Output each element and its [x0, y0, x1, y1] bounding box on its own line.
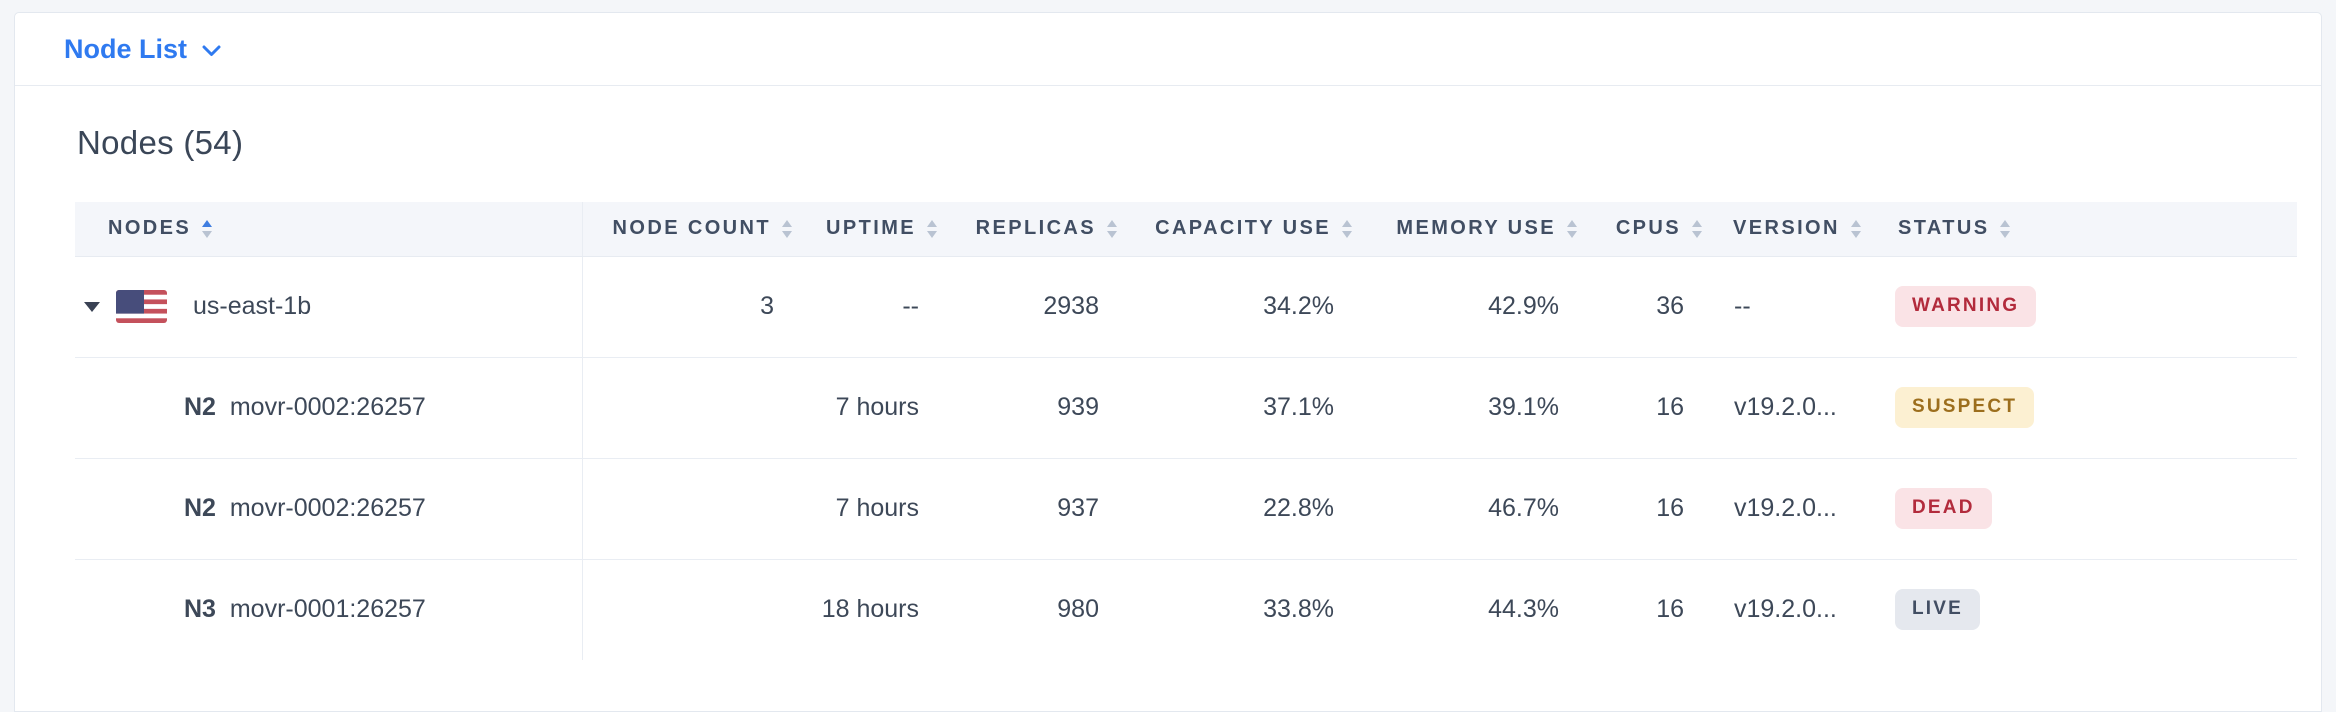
cell-memory-use: 39.1% — [1366, 357, 1591, 459]
sort-icon — [1692, 219, 1702, 238]
node-cell: N2 movr-0002:26257 — [75, 357, 583, 459]
cell-capacity-use: 33.8% — [1131, 559, 1366, 660]
column-header-replicas[interactable]: REPLICAS — [951, 202, 1131, 257]
cell-version: -- — [1716, 256, 1881, 358]
collapse-caret-icon[interactable] — [84, 301, 100, 312]
region-cell: us-east-1b — [75, 256, 583, 358]
cell-uptime: 7 hours — [806, 458, 951, 560]
sort-icon — [782, 219, 792, 238]
status-badge: SUSPECT — [1895, 387, 2035, 428]
cell-memory-use: 42.9% — [1366, 256, 1591, 358]
column-header-status[interactable]: STATUS — [1881, 202, 2297, 257]
region-name: us-east-1b — [193, 292, 312, 320]
cell-replicas: 937 — [951, 458, 1131, 560]
cell-replicas: 2938 — [951, 256, 1131, 358]
column-header-label: MEMORY USE — [1396, 217, 1556, 240]
cell-version: v19.2.0... — [1716, 559, 1881, 660]
cell-version: v19.2.0... — [1716, 458, 1881, 560]
cell-capacity-use: 22.8% — [1131, 458, 1366, 560]
sort-icon — [1850, 219, 1861, 238]
card-header: Node List — [15, 13, 2321, 86]
cell-cpus: 16 — [1591, 357, 1716, 459]
node-id: N2 — [184, 393, 223, 421]
table-row-node[interactable]: N2 movr-0002:26257 7 hours 939 37.1% 39.… — [75, 357, 2297, 459]
column-header-label: CAPACITY USE — [1155, 217, 1331, 240]
node-list-table: NODES NODE COUNT UPTIME — [75, 202, 2297, 660]
sort-icon — [1342, 219, 1352, 238]
node-cell: N3 movr-0001:26257 — [75, 559, 583, 660]
node-address: movr-0001:26257 — [229, 595, 426, 624]
cell-status: WARNING — [1881, 256, 2297, 358]
cell-uptime: 7 hours — [806, 357, 951, 459]
cell-replicas: 939 — [951, 357, 1131, 459]
node-list-dropdown[interactable]: Node List — [64, 34, 221, 65]
sort-icon — [2000, 219, 2011, 238]
node-list-card: Node List Nodes (54) NODES — [14, 12, 2322, 712]
chevron-down-icon — [202, 45, 221, 56]
column-header-label: STATUS — [1898, 217, 1990, 240]
cell-status: DEAD — [1881, 458, 2297, 560]
column-header-nodes[interactable]: NODES — [75, 202, 583, 257]
sort-icon — [927, 219, 937, 238]
cell-cpus: 16 — [1591, 458, 1716, 560]
cell-capacity-use: 34.2% — [1131, 256, 1366, 358]
cell-node-count — [582, 559, 806, 660]
us-flag-icon — [116, 290, 167, 323]
status-badge: DEAD — [1895, 488, 1992, 529]
column-header-capacity-use[interactable]: CAPACITY USE — [1131, 202, 1366, 257]
cell-uptime: -- — [806, 256, 951, 358]
table-row-region[interactable]: us-east-1b 3 -- 2938 34.2% 42.9% 36 -- W… — [75, 256, 2297, 358]
cell-uptime: 18 hours — [806, 559, 951, 660]
cell-cpus: 36 — [1591, 256, 1716, 358]
column-header-label: CPUS — [1615, 217, 1681, 240]
column-header-version[interactable]: VERSION — [1716, 202, 1881, 257]
table-header-row: NODES NODE COUNT UPTIME — [75, 202, 2297, 257]
column-header-label: UPTIME — [826, 217, 916, 240]
cell-status: SUSPECT — [1881, 357, 2297, 459]
cell-node-count — [582, 458, 806, 560]
column-header-label: NODES — [108, 217, 192, 240]
cell-memory-use: 44.3% — [1366, 559, 1591, 660]
table-row-node[interactable]: N2 movr-0002:26257 7 hours 937 22.8% 46.… — [75, 458, 2297, 560]
table-row-node[interactable]: N3 movr-0001:26257 18 hours 980 33.8% 44… — [75, 559, 2297, 660]
cell-node-count: 3 — [582, 256, 806, 358]
column-header-memory-use[interactable]: MEMORY USE — [1366, 202, 1591, 257]
column-header-label: REPLICAS — [975, 217, 1096, 240]
cell-status: LIVE — [1881, 559, 2297, 660]
cell-cpus: 16 — [1591, 559, 1716, 660]
cell-capacity-use: 37.1% — [1131, 357, 1366, 459]
column-header-uptime[interactable]: UPTIME — [806, 202, 951, 257]
sort-icon — [1107, 219, 1117, 238]
node-address: movr-0002:26257 — [229, 393, 426, 421]
page-title: Nodes (54) — [77, 124, 244, 161]
node-list-dropdown-label: Node List — [64, 33, 188, 64]
status-badge: WARNING — [1895, 286, 2037, 327]
sort-icon — [202, 219, 213, 238]
cell-node-count — [582, 357, 806, 459]
node-id: N3 — [184, 595, 223, 624]
column-header-cpus[interactable]: CPUS — [1591, 202, 1716, 257]
card-content: Nodes (54) NODES NODE — [15, 86, 2321, 660]
cell-version: v19.2.0... — [1716, 357, 1881, 459]
node-address: movr-0002:26257 — [229, 494, 426, 522]
column-header-label: NODE COUNT — [612, 217, 771, 240]
status-badge: LIVE — [1895, 589, 1981, 631]
cell-memory-use: 46.7% — [1366, 458, 1591, 560]
sort-icon — [1567, 219, 1577, 238]
column-header-node-count[interactable]: NODE COUNT — [582, 202, 806, 257]
cell-replicas: 980 — [951, 559, 1131, 660]
node-cell: N2 movr-0002:26257 — [75, 458, 583, 560]
node-id: N2 — [184, 494, 223, 522]
column-header-label: VERSION — [1733, 217, 1840, 240]
